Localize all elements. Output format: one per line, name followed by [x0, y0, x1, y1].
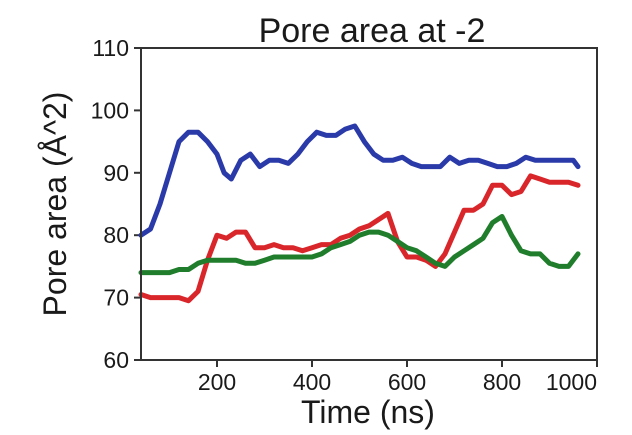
x-tick-label: 1000: [546, 369, 597, 395]
chart-title: Pore area at -2: [259, 12, 486, 50]
y-tick-label: 70: [103, 285, 129, 311]
y-tick-label: 80: [103, 222, 129, 248]
series-group: [138, 123, 581, 304]
x-tick-label: 600: [388, 369, 426, 395]
x-axis-label: Time (ns): [301, 394, 435, 430]
y-axis-label: Pore area (Å^2): [37, 92, 73, 317]
y-tick-label: 90: [103, 160, 129, 186]
series-line-3: [138, 214, 581, 276]
y-axis-ticks: 60 70 80 90 100 110: [91, 35, 141, 373]
x-tick-label: 800: [483, 369, 521, 395]
x-tick-label: 200: [198, 369, 236, 395]
series-line-2: [138, 173, 581, 304]
x-tick-label: 400: [293, 369, 331, 395]
y-tick-label: 110: [92, 35, 129, 61]
y-tick-label: 60: [103, 347, 129, 373]
x-axis-ticks: 200 400 600 800 1000: [198, 360, 598, 395]
y-tick-label: 100: [91, 97, 129, 123]
plot-frame: [140, 47, 598, 361]
series-line-1: [138, 123, 581, 238]
